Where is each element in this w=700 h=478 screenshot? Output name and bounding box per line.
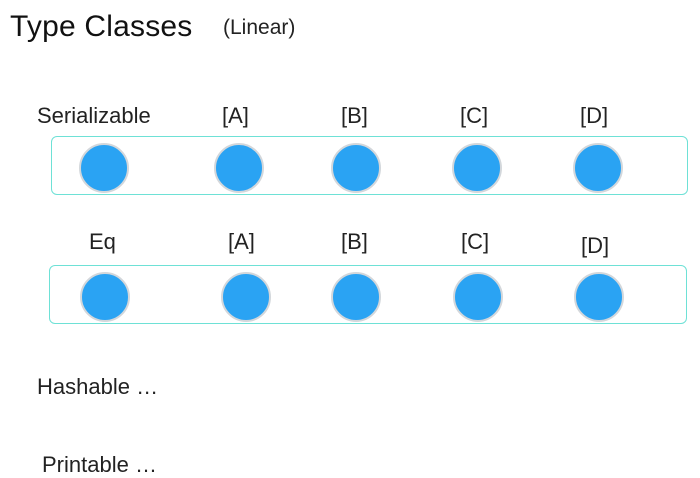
row-1-class-dot [79, 143, 129, 193]
row-2-header-d: [D] [581, 233, 610, 258]
row-2-dot-a [221, 272, 271, 322]
row-1-header-b: [B] [341, 103, 368, 128]
more-class-hashable: Hashable … [37, 374, 159, 399]
row-2-header-b: [B] [341, 229, 368, 254]
row-1-class-label: Serializable [37, 103, 151, 128]
slide-title: Type Classes [10, 10, 193, 43]
row-2-class-dot [80, 272, 130, 322]
row-1-header-a: [A] [222, 103, 249, 128]
row-2-class-label: Eq [89, 229, 116, 254]
row-1-dot-d [573, 143, 623, 193]
row-2-header-a: [A] [228, 229, 255, 254]
row-2-container [49, 265, 687, 324]
slide-subtitle: (Linear) [223, 16, 296, 39]
more-class-printable: Printable … [42, 452, 157, 477]
row-1-header-d: [D] [580, 103, 609, 128]
row-1-dot-b [331, 143, 381, 193]
row-1-dot-a [214, 143, 264, 193]
row-2-dot-b [331, 272, 381, 322]
row-2-header-c: [C] [461, 229, 490, 254]
row-1-container [51, 136, 688, 195]
row-1-dot-c [452, 143, 502, 193]
row-2-dot-c [453, 272, 503, 322]
row-1-header-c: [C] [460, 103, 489, 128]
row-2-dot-d [574, 272, 624, 322]
